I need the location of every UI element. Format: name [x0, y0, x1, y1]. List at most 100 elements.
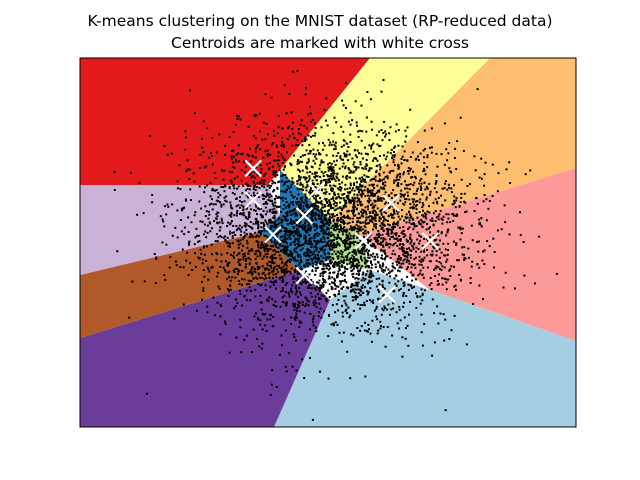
- data-point: [385, 266, 388, 269]
- data-point: [323, 267, 326, 270]
- data-point: [395, 234, 398, 237]
- data-point: [236, 114, 238, 117]
- data-point: [302, 237, 305, 240]
- data-point: [293, 250, 296, 253]
- data-point: [311, 172, 314, 175]
- data-point: [415, 292, 417, 295]
- data-point: [334, 287, 337, 290]
- data-point: [305, 263, 308, 266]
- data-point: [324, 198, 327, 201]
- data-point: [231, 276, 234, 279]
- data-point: [319, 272, 322, 275]
- data-point: [367, 176, 370, 178]
- data-point: [345, 242, 348, 245]
- data-point: [345, 239, 348, 242]
- data-point: [263, 223, 266, 226]
- data-point: [219, 226, 222, 229]
- data-point: [305, 252, 308, 254]
- data-point: [442, 242, 445, 245]
- data-point: [345, 237, 348, 240]
- data-point: [312, 222, 315, 225]
- data-point: [314, 260, 317, 263]
- data-point: [299, 322, 302, 324]
- data-point: [383, 188, 386, 191]
- data-point: [237, 204, 240, 207]
- data-point: [193, 243, 196, 246]
- data-point: [202, 120, 205, 123]
- data-point: [365, 159, 368, 161]
- data-point: [288, 134, 291, 137]
- data-point: [411, 205, 414, 208]
- data-point: [362, 292, 365, 294]
- data-point: [389, 238, 391, 241]
- data-point: [375, 223, 378, 225]
- data-point: [333, 265, 336, 268]
- data-point: [317, 206, 320, 209]
- data-point: [307, 243, 310, 246]
- data-point: [343, 199, 346, 202]
- data-point: [263, 250, 266, 253]
- data-point: [458, 273, 461, 276]
- data-point: [379, 144, 382, 147]
- data-point: [432, 201, 435, 204]
- data-point: [332, 132, 335, 135]
- data-point: [394, 130, 397, 133]
- data-point: [386, 164, 389, 167]
- data-point: [413, 243, 415, 246]
- data-point: [316, 281, 318, 284]
- data-point: [339, 283, 342, 286]
- data-point: [477, 250, 480, 253]
- data-point: [359, 129, 362, 132]
- data-point: [345, 312, 348, 314]
- data-point: [220, 205, 223, 208]
- data-point: [453, 265, 455, 268]
- data-point: [320, 287, 323, 290]
- data-point: [292, 333, 295, 336]
- data-point: [390, 197, 393, 200]
- data-point: [376, 207, 379, 210]
- data-point: [285, 253, 288, 256]
- data-point: [238, 199, 241, 202]
- data-point: [411, 287, 414, 289]
- data-point: [341, 273, 344, 276]
- data-point: [281, 180, 284, 183]
- data-point: [281, 245, 284, 248]
- data-point: [320, 126, 323, 129]
- data-point: [251, 266, 254, 268]
- data-point: [180, 209, 183, 212]
- data-point: [343, 258, 346, 261]
- data-point: [290, 316, 293, 319]
- data-point: [345, 202, 348, 205]
- data-point: [429, 190, 432, 193]
- data-point: [446, 221, 449, 224]
- data-point: [372, 192, 375, 195]
- data-point: [266, 202, 269, 205]
- data-point: [292, 304, 295, 307]
- data-point: [344, 205, 347, 208]
- data-point: [296, 227, 299, 230]
- data-point: [226, 278, 228, 281]
- data-point: [295, 246, 298, 249]
- data-point: [420, 182, 423, 185]
- data-point: [357, 288, 360, 291]
- data-point: [243, 231, 246, 234]
- data-point: [456, 214, 459, 217]
- data-point: [291, 291, 294, 294]
- data-point: [280, 258, 283, 261]
- data-point: [368, 197, 371, 200]
- data-point: [383, 305, 386, 308]
- data-point: [400, 266, 403, 269]
- data-point: [234, 123, 237, 126]
- data-point: [368, 249, 370, 252]
- data-point: [404, 201, 407, 204]
- data-point: [433, 341, 436, 344]
- data-point: [182, 303, 185, 306]
- data-point: [281, 156, 284, 159]
- data-point: [268, 277, 271, 280]
- data-point: [406, 267, 409, 270]
- data-point: [273, 267, 276, 270]
- data-point: [211, 137, 214, 139]
- data-point: [459, 238, 462, 241]
- data-point: [287, 125, 290, 128]
- data-point: [269, 256, 272, 259]
